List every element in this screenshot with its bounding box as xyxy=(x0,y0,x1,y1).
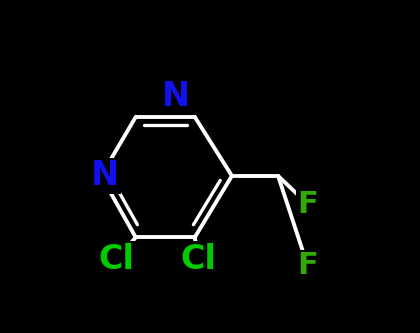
Text: N: N xyxy=(91,160,119,192)
Text: F: F xyxy=(297,189,318,218)
Text: Cl: Cl xyxy=(99,243,134,276)
Text: N: N xyxy=(161,80,189,113)
Text: F: F xyxy=(297,251,318,280)
Text: Cl: Cl xyxy=(181,243,217,276)
